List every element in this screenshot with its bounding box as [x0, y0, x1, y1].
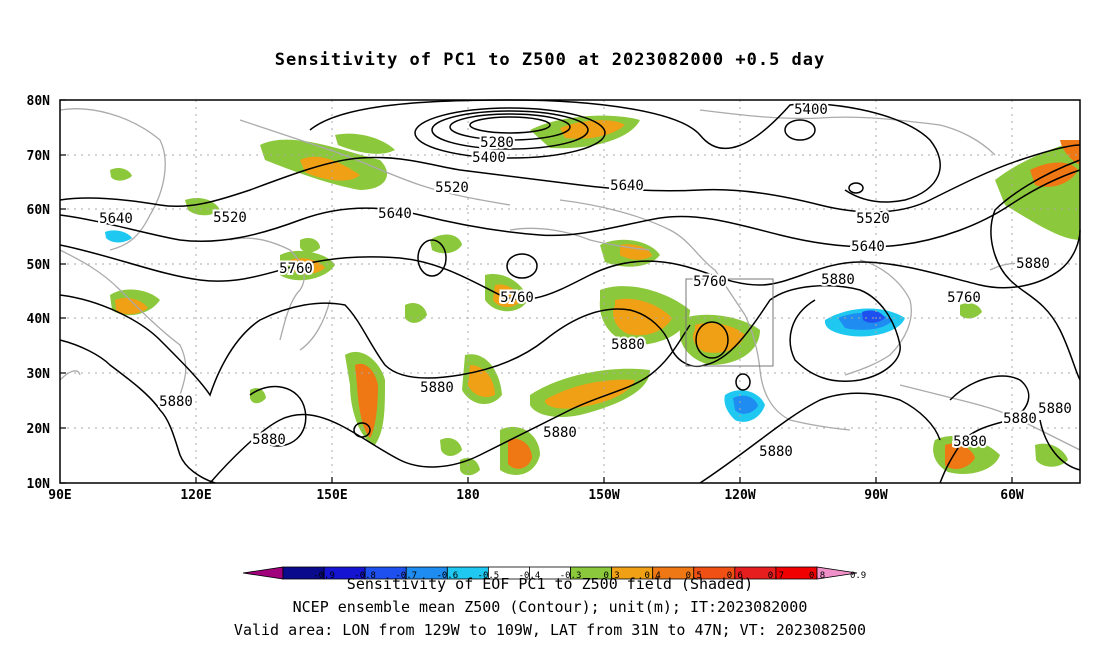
- colorbar-tick-label: -0.8: [354, 571, 376, 581]
- contour-label: 5880: [252, 432, 286, 448]
- contour-label: 5640: [99, 211, 133, 227]
- colorbar: -0.9 -0.8 -0.7 -0.6 -0.5 -0.4 -0.3 0.3 0.4 0.5 0.6…: [242, 566, 866, 581]
- colorbar-tick-label: 0.5: [686, 571, 702, 581]
- contour-label: 5640: [378, 206, 412, 222]
- colorbar-tick-label: -0.7: [395, 571, 417, 581]
- lat-label: 60N: [27, 203, 51, 218]
- contour-label: 5400: [472, 150, 506, 166]
- z500-contours: [59, 99, 1081, 484]
- colorbar-tick-label: -0.5: [478, 571, 500, 581]
- contour-label: 5880: [543, 425, 577, 441]
- contour-label: 5640: [851, 239, 885, 255]
- contour-label: 5760: [947, 290, 981, 306]
- contour-label: 5760: [279, 261, 313, 277]
- lat-lon-grid: [60, 100, 1080, 483]
- lon-label: 150E: [316, 488, 347, 503]
- lon-labels: 90E 120E 150E 180 150W 120W 90W 60W: [48, 488, 1024, 503]
- colorbar-tick-label: -0.6: [436, 571, 458, 581]
- lon-label: 120E: [180, 488, 211, 503]
- colorbar-tick-label: 0.6: [727, 571, 743, 581]
- contour-label: 5520: [856, 211, 890, 227]
- contour-label: 5880: [953, 434, 987, 450]
- colorbar-tick-label: -0.3: [560, 571, 582, 581]
- lon-label: 90W: [864, 488, 888, 503]
- contour-label: 5880: [821, 272, 855, 288]
- map-frame: [60, 100, 1080, 483]
- lat-labels: 80N 70N 60N 50N 40N 30N 20N 10N: [27, 94, 51, 492]
- lat-label: 20N: [27, 422, 51, 437]
- lat-label: 40N: [27, 312, 51, 327]
- contour-label: 5880: [611, 337, 645, 353]
- coastlines: [59, 108, 1081, 451]
- lat-label: 80N: [27, 94, 51, 109]
- contour-label: 5760: [500, 290, 534, 306]
- contour-label: 5280: [480, 135, 514, 151]
- colorbar-segment: [816, 566, 858, 580]
- axis-ticks: [60, 99, 1013, 484]
- caption-shading: Sensitivity of EOF PC1 to Z500 field (Sh…: [346, 575, 754, 593]
- lon-label: 120W: [724, 488, 755, 503]
- colorbar-tick-label: -0.9: [313, 571, 335, 581]
- contour-label: 5520: [435, 180, 469, 196]
- figure-title: Sensitivity of PC1 to Z500 at 2023082000…: [274, 50, 826, 70]
- colorbar-tick-label: -0.4: [519, 571, 541, 581]
- contour-label: 5880: [759, 444, 793, 460]
- contour-label-group: 5400 5280 5400 5520 5640 5640 5520 5640 …: [97, 100, 1074, 462]
- lat-label: 30N: [27, 367, 51, 382]
- colorbar-tick-label: 0.7: [768, 571, 784, 581]
- contour-label: 5760: [693, 274, 727, 290]
- contour-label: 5640: [610, 178, 644, 194]
- lat-label: 10N: [27, 477, 51, 492]
- negative-sensitivity-shading: [105, 230, 905, 422]
- contour-label: 5880: [159, 394, 193, 410]
- contour-label: 5880: [420, 380, 454, 396]
- lon-label: 90E: [48, 488, 71, 503]
- lon-label: 60W: [1000, 488, 1024, 503]
- colorbar-tick-label: 0.3: [603, 571, 619, 581]
- map-border: [59, 99, 1081, 484]
- lon-label: 180: [456, 488, 480, 503]
- lat-label: 50N: [27, 258, 51, 273]
- lon-label: 150W: [588, 488, 619, 503]
- lat-label: 70N: [27, 149, 51, 164]
- contour-label: 5400: [794, 102, 828, 118]
- colorbar-tick-label: 0.4: [645, 571, 661, 581]
- caption-valid-area: Valid area: LON from 129W to 109W, LAT f…: [233, 621, 867, 639]
- contour-label: 5880: [1003, 411, 1037, 427]
- colorbar-tick-label: 0.8: [809, 571, 825, 581]
- contour-label: 5880: [1016, 256, 1050, 272]
- valid-area-box: [685, 278, 774, 367]
- caption-contour: NCEP ensemble mean Z500 (Contour); unit(…: [292, 598, 808, 616]
- colorbar-tick-label: 0.9: [850, 571, 866, 581]
- contour-label: 5880: [1038, 401, 1072, 417]
- contour-label: 5520: [213, 210, 247, 226]
